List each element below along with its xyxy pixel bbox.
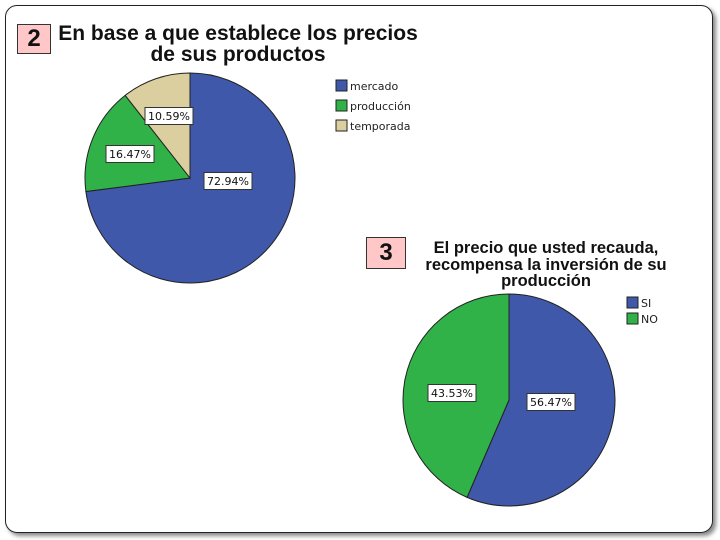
chart-2-data-label-box [105,145,155,163]
chart-2-legend-label: producción [350,100,411,113]
chart-2-number-badge: 2 [17,24,51,54]
chart-3-number-badge: 3 [366,237,406,269]
chart-2-slice-temporada [124,72,191,180]
chart-2-legend-label: temporada [350,120,411,133]
chart-2-title: En base a que establece los precios de s… [52,23,424,65]
chart-2-data-label-box [203,172,253,190]
chart-3-legend-swatch [626,296,639,309]
chart-3-legend-label: SI [641,297,651,310]
slide-frame [5,5,713,533]
chart-2-data-label-box [144,107,194,125]
chart-2-title-line-2: de sus productos [150,43,326,66]
chart-3-legend-label: NO [641,313,658,326]
chart-2-legend-swatch [335,99,348,112]
chart-2-slice-producción [84,94,191,193]
chart-3-title-line-1: El precio que usted recauda, [433,239,659,257]
chart-3-title-line-3: producción [501,272,591,290]
chart-3-title-line-2: recompensa la inversión de su [425,255,667,274]
chart-2-legend-swatch [335,119,348,132]
chart-3-legend-swatch [626,312,639,325]
chart-2-data-label: 10.59% [148,110,190,123]
chart-3-title: El precio que usted recauda, recompensa … [408,240,684,290]
chart-2-title-line-1: En base a que establece los precios [58,22,418,45]
chart-3-data-label: 56.47% [530,396,572,409]
chart-3-data-label-box [526,393,576,411]
chart-2-legend-label: mercado [350,80,399,93]
chart-3-data-label-box [427,384,477,402]
chart-2-data-label: 16.47% [109,148,151,161]
chart-2-data-label: 72.94% [207,175,249,188]
chart-2-legend-swatch [335,79,348,92]
chart-3-data-label: 43.53% [431,387,473,400]
